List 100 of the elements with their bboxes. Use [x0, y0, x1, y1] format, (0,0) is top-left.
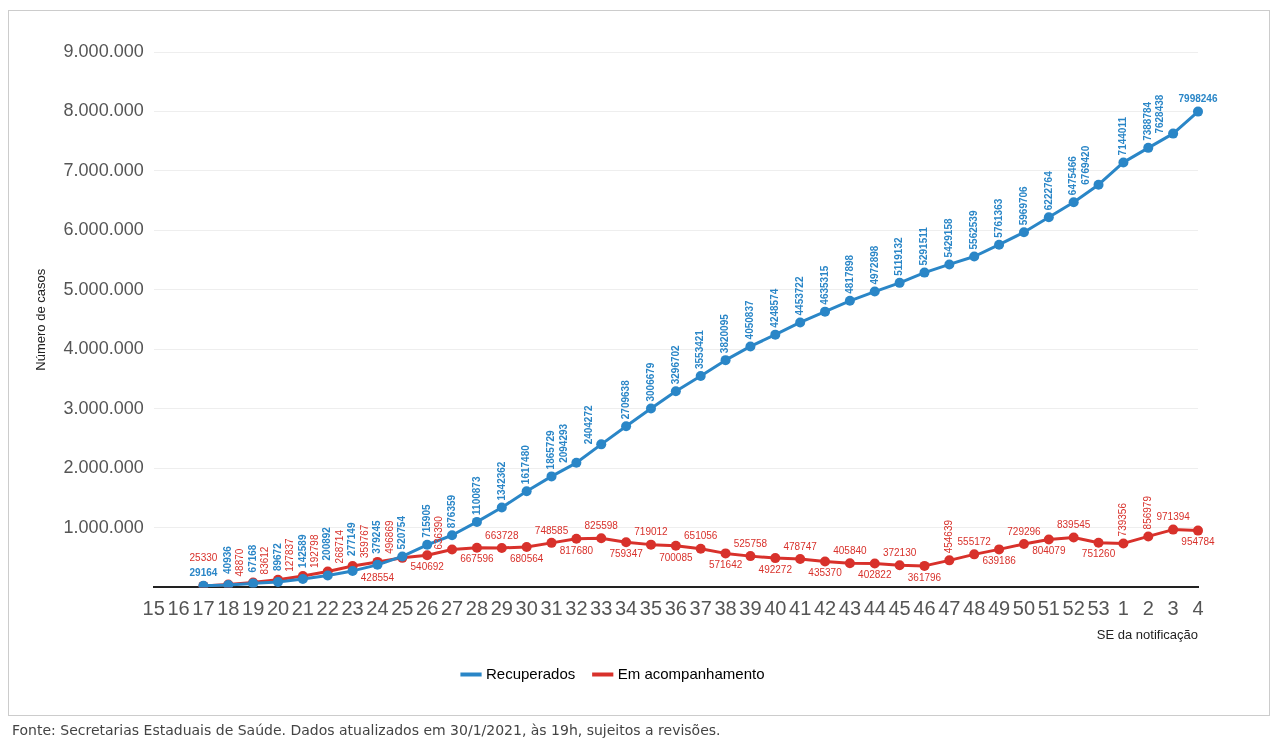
point [1118, 157, 1129, 168]
data-label: 428554 [360, 571, 395, 583]
x-tick-label: 25 [391, 596, 414, 619]
point [969, 549, 980, 560]
data-label: 5562539 [967, 210, 979, 250]
data-label: 372130 [882, 547, 917, 559]
x-tick-label: 52 [1062, 596, 1085, 619]
point [820, 306, 831, 317]
point [1018, 539, 1029, 550]
data-label: 525758 [733, 537, 768, 549]
x-tick-label: 35 [639, 596, 663, 619]
data-label: 3553421 [694, 329, 706, 370]
data-label: 751260 [1081, 548, 1116, 560]
point [546, 537, 557, 548]
point [720, 548, 731, 559]
point [621, 421, 632, 432]
data-label: 67168 [246, 544, 258, 573]
x-tick-label: 36 [664, 596, 687, 619]
x-tick-label: 16 [167, 596, 190, 619]
x-tick-label: 42 [813, 596, 837, 619]
data-label: 540692 [410, 560, 445, 572]
data-label: 2094293 [557, 423, 569, 463]
data-label: 1100873 [470, 476, 482, 515]
data-label: 971394 [1156, 511, 1191, 523]
point [919, 267, 930, 278]
x-tick-label: 50 [1012, 596, 1036, 619]
data-label: 5969706 [1017, 185, 1029, 226]
data-label: 719012 [634, 526, 669, 538]
data-label: 454639 [943, 519, 955, 554]
point [820, 556, 831, 567]
x-tick-label: 43 [838, 596, 862, 619]
point [422, 539, 433, 550]
data-label: 680564 [509, 552, 544, 564]
point [894, 277, 905, 288]
x-tick-label: 22 [316, 596, 339, 619]
x-tick-label: 29 [490, 596, 513, 619]
x-tick-label: 20 [266, 596, 290, 619]
x-tick-label: 1 [1117, 596, 1129, 619]
data-label: 4248574 [769, 288, 781, 328]
point [994, 239, 1005, 250]
data-label: 7388784 [1142, 101, 1154, 141]
point [670, 386, 681, 397]
data-label: 520754 [396, 515, 408, 550]
data-label: 739356 [1117, 502, 1129, 537]
x-tick-label: 31 [540, 596, 563, 619]
data-label: 2404272 [582, 405, 594, 445]
data-label: 478747 [783, 540, 818, 552]
x-tick-label: 49 [987, 596, 1011, 619]
point [571, 533, 582, 544]
data-label: 700085 [659, 551, 693, 563]
point [596, 439, 607, 450]
data-label: 651056 [684, 530, 718, 542]
x-tick-label: 45 [888, 596, 911, 619]
data-label: 5119132 [893, 237, 905, 276]
point [496, 542, 507, 553]
point [347, 565, 358, 576]
point [1068, 532, 1079, 543]
data-label: 954784 [1181, 536, 1216, 548]
point [1043, 212, 1054, 223]
point [496, 502, 507, 513]
x-tick-label: 40 [764, 596, 787, 619]
data-label: 6475466 [1067, 155, 1079, 196]
data-label: 3820095 [719, 313, 731, 354]
data-label: 200892 [321, 526, 333, 561]
point [844, 558, 855, 569]
x-tick-label: 3 [1167, 596, 1179, 619]
point [546, 471, 557, 482]
data-label: 4635315 [818, 265, 830, 305]
point [521, 541, 532, 552]
data-label: 277149 [346, 522, 358, 556]
data-label: 29164 [189, 567, 218, 579]
data-label: 5761363 [992, 198, 1004, 238]
point [1168, 524, 1179, 535]
data-label: 759347 [609, 547, 644, 559]
x-tick-label: 18 [217, 596, 240, 619]
data-label: 4817898 [843, 254, 855, 294]
data-label: 142589 [296, 534, 308, 568]
x-axis-title: SE da notificação [1096, 626, 1198, 642]
data-label: 748585 [534, 524, 569, 536]
point [770, 553, 781, 564]
point [645, 403, 656, 414]
data-label: 83612 [259, 546, 271, 575]
point [1143, 531, 1154, 542]
y-tick-label: 4.000.000 [63, 338, 144, 359]
point [869, 558, 880, 569]
point [1093, 537, 1104, 548]
point [969, 251, 980, 262]
x-tick-label: 4 [1192, 596, 1204, 619]
x-tick-label: 46 [913, 596, 936, 619]
data-label: 4972898 [868, 245, 880, 285]
data-label: 3296702 [669, 344, 681, 385]
x-tick-label: 17 [192, 596, 215, 619]
data-label: 359767 [358, 524, 370, 558]
y-axis-title: Número de casos [33, 268, 49, 371]
data-label: 1617480 [520, 444, 532, 485]
point [670, 540, 681, 551]
point [471, 542, 482, 553]
y-tick-label: 6.000.000 [63, 219, 144, 240]
data-label: 496869 [383, 520, 395, 554]
data-label: 25330 [189, 551, 218, 563]
